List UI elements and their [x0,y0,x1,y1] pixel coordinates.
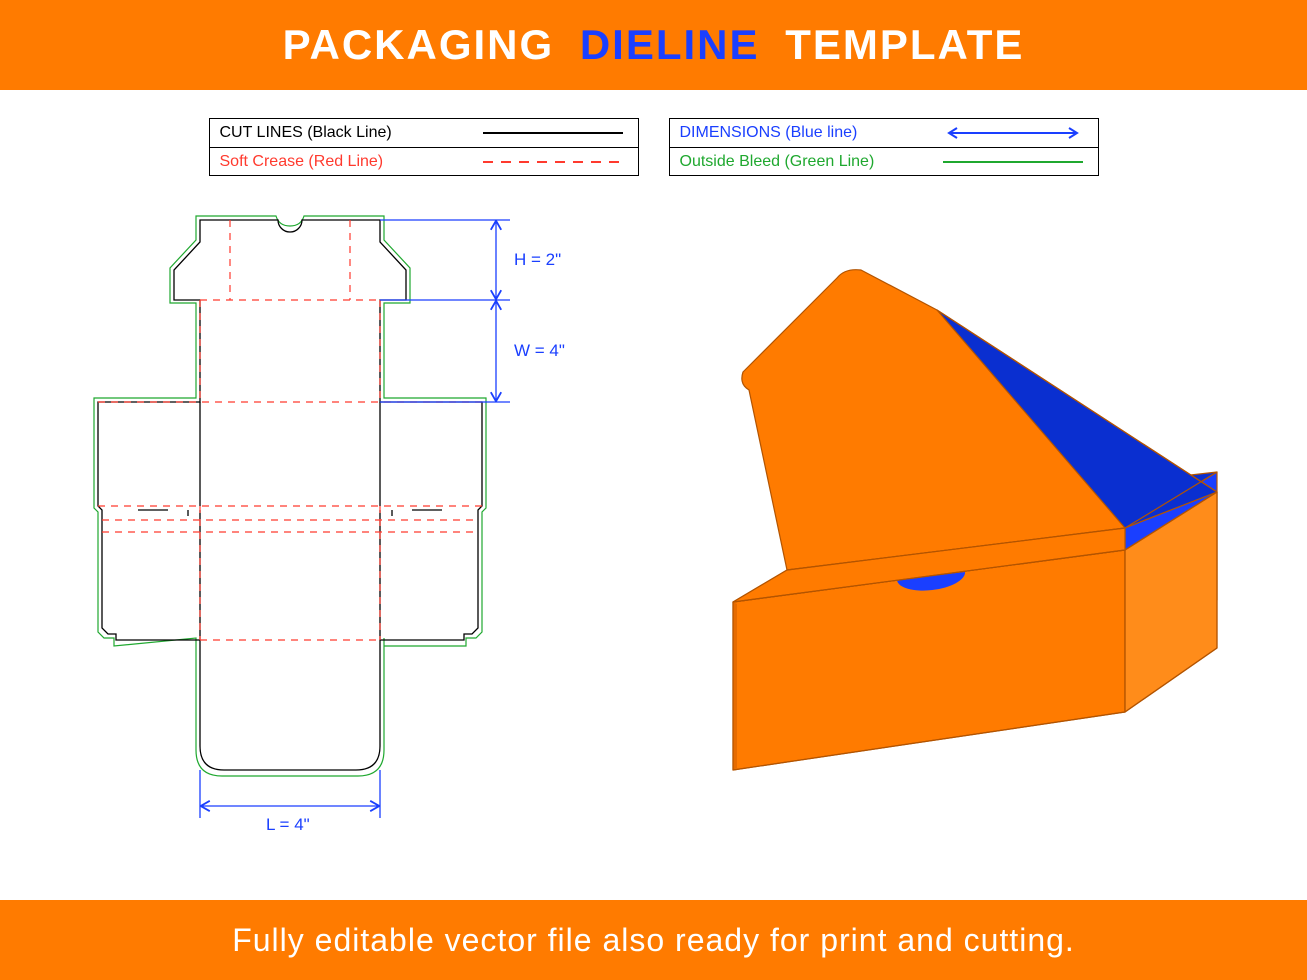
dim-h: H = 2" [514,250,561,269]
dieline-diagram: H = 2" W = 4" L = 4" [90,210,610,870]
legend: CUT LINES (Black Line) Soft Crease (Red … [0,118,1307,176]
content-area: H = 2" W = 4" L = 4" [0,200,1307,880]
legend-left: CUT LINES (Black Line) Soft Crease (Red … [209,118,639,176]
legend-sample-dashed-red [478,148,628,175]
header-word-3: TEMPLATE [785,21,1024,69]
cut-outline [98,220,482,770]
footer-text: Fully editable vector file also ready fo… [232,922,1075,959]
legend-row-bleed: Outside Bleed (Green Line) [670,147,1098,175]
dim-l: L = 4" [266,815,310,834]
dimension-lines [200,220,510,818]
legend-row-dims: DIMENSIONS (Blue line) [670,119,1098,147]
legend-label: Outside Bleed (Green Line) [680,153,938,171]
legend-row-cut: CUT LINES (Black Line) [210,119,638,147]
dim-w: W = 4" [514,341,565,360]
crease-lines [98,220,482,640]
legend-right: DIMENSIONS (Blue line) Outside Bleed (Gr… [669,118,1099,176]
legend-label: Soft Crease (Red Line) [220,153,478,171]
header-banner: PACKAGING DIELINE TEMPLATE [0,0,1307,90]
header-word-1: PACKAGING [283,21,555,69]
legend-row-crease: Soft Crease (Red Line) [210,147,638,175]
footer-banner: Fully editable vector file also ready fo… [0,900,1307,980]
legend-sample-solid-green [938,148,1088,175]
box-3d-render [677,260,1237,790]
legend-sample-solid-black [478,119,628,147]
legend-sample-arrow-blue [938,119,1088,147]
legend-label: DIMENSIONS (Blue line) [680,124,938,142]
legend-label: CUT LINES (Black Line) [220,124,478,142]
header-word-2: DIELINE [580,21,760,69]
